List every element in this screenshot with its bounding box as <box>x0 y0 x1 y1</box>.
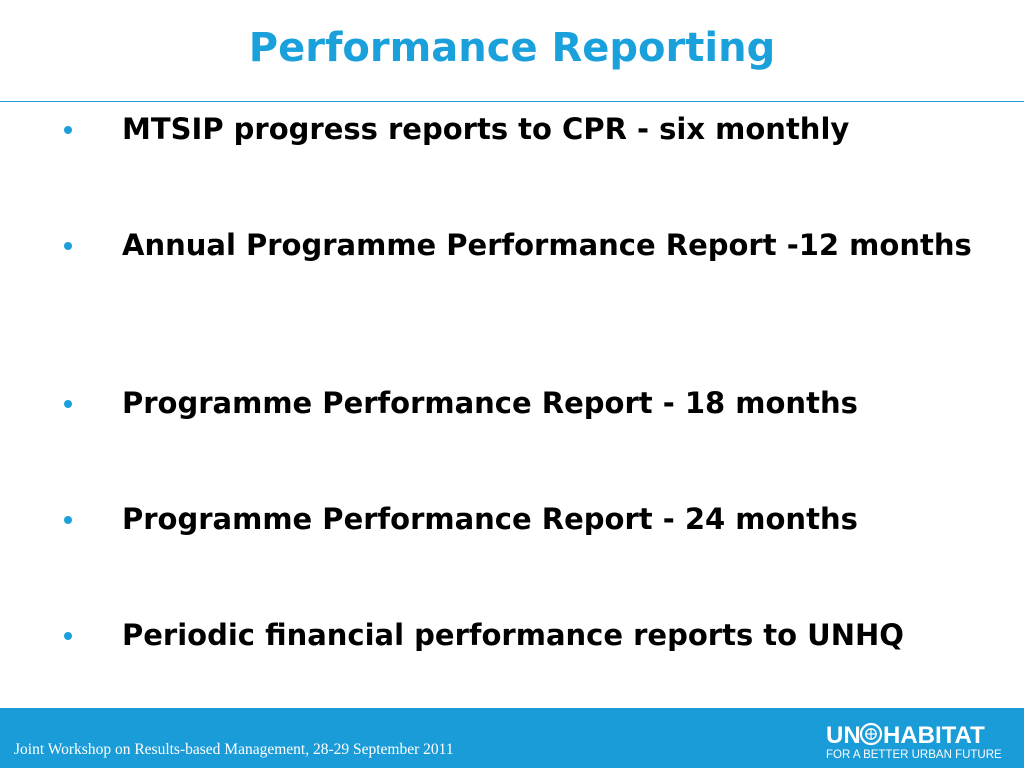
bullet-text: MTSIP progress reports to CPR - six mont… <box>122 112 850 146</box>
svg-text:UN: UN <box>826 722 861 749</box>
bullet-icon <box>64 242 72 250</box>
bullet-list: MTSIP progress reports to CPR - six mont… <box>64 112 972 652</box>
svg-text:FOR A BETTER URBAN FUTURE: FOR A BETTER URBAN FUTURE <box>826 749 1002 761</box>
bullet-text: Annual Programme Performance Report -12 … <box>122 228 972 262</box>
footer-text: Joint Workshop on Results-based Manageme… <box>14 741 454 758</box>
un-habitat-logo: UN HABITAT FOR A BETTER URBAN FUTURE <box>826 722 1002 761</box>
bullet-icon <box>64 400 72 408</box>
svg-text:HABITAT: HABITAT <box>883 722 985 749</box>
footer-bar: Joint Workshop on Results-based Manageme… <box>0 708 1024 768</box>
bullet-icon <box>64 516 72 524</box>
bullet-icon <box>64 632 72 640</box>
slide-title: Performance Reporting <box>248 25 776 71</box>
bullet-text: Programme Performance Report - 24 months <box>122 502 858 536</box>
bullet-text: Periodic financial performance reports t… <box>122 618 904 652</box>
bullet-text: Programme Performance Report - 18 months <box>122 386 858 420</box>
bullet-icon <box>64 126 72 134</box>
title-divider <box>0 101 1024 102</box>
